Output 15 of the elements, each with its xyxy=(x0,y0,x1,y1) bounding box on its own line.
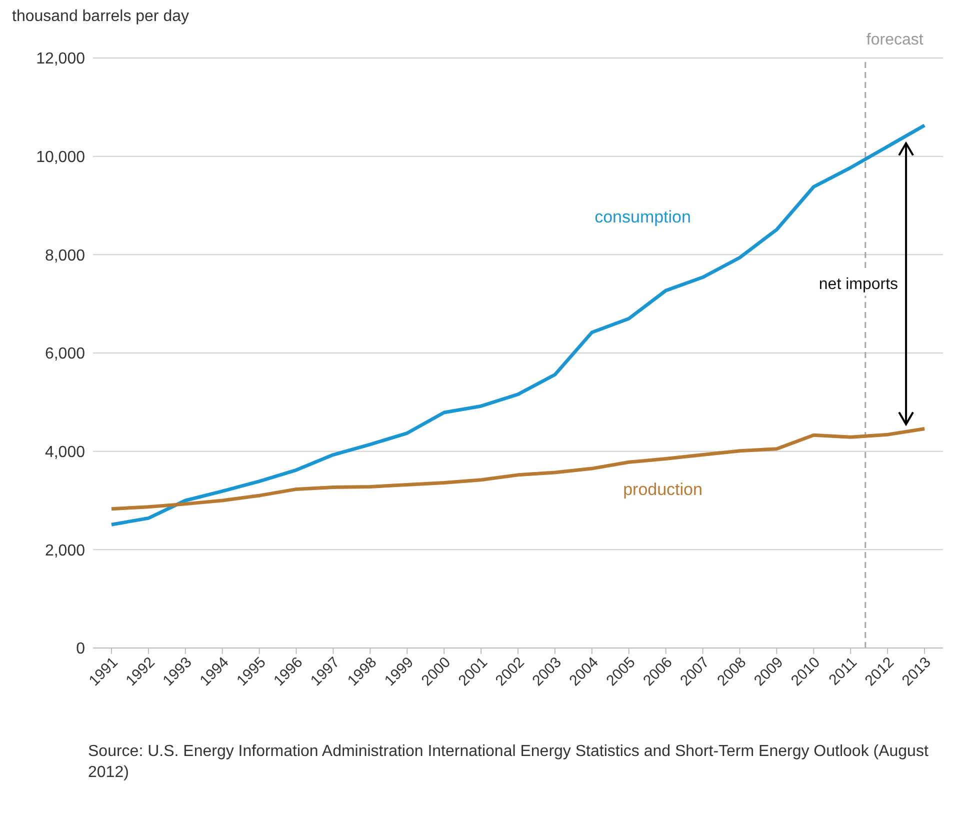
line-series xyxy=(110,426,926,511)
y-tick-label: 2,000 xyxy=(44,542,86,560)
annotation: net imports xyxy=(818,276,898,293)
line-series xyxy=(110,124,926,526)
y-tick-label: 0 xyxy=(76,640,86,658)
y-tick-label: 12,000 xyxy=(36,50,86,68)
series-label: production xyxy=(623,480,702,499)
y-tick-label: 8,000 xyxy=(44,247,86,264)
y-tick-label: 6,000 xyxy=(44,346,86,363)
ref-line-label: forecast xyxy=(866,31,924,48)
y-axis-title: thousand barrels per day xyxy=(11,8,190,27)
y-tick-label: 4,000 xyxy=(44,444,86,462)
y-tick-label: 10,000 xyxy=(36,149,86,166)
source-note: Source: U.S. Energy Information Administration International Energy Statistics and Short-Term Energy Outlook (August 2012) xyxy=(87,742,930,783)
text: consumption xyxy=(594,207,691,226)
